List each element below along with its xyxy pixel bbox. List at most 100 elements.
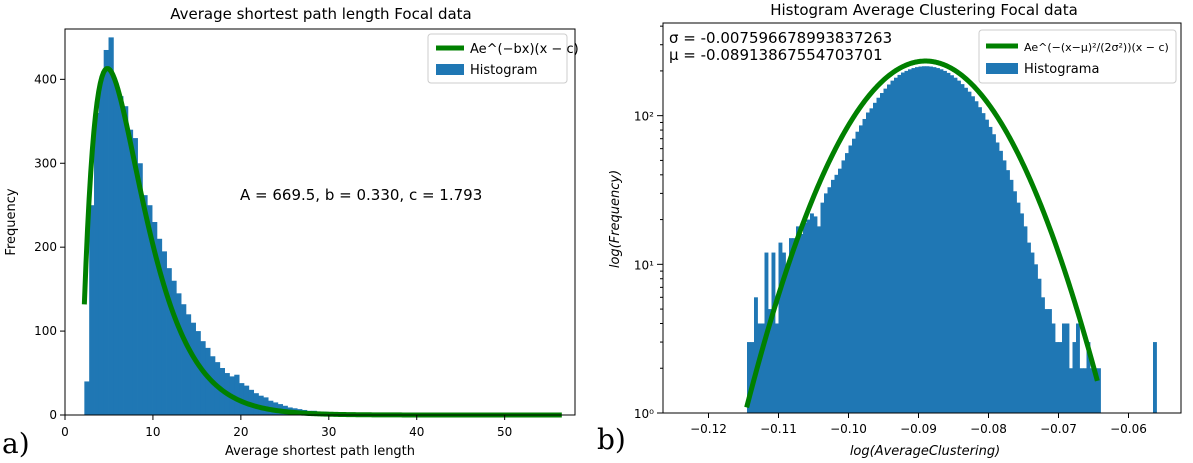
panel-a-legend: Ae^(−bx)(x − c) Histogram bbox=[427, 33, 579, 84]
panel-b-bar bbox=[1027, 242, 1031, 413]
panel-b-bar bbox=[1009, 179, 1014, 413]
panel-b-bar bbox=[932, 67, 937, 413]
panel-b-bar bbox=[1076, 323, 1080, 413]
panel-a-bar bbox=[156, 238, 163, 415]
panel-b-x-axis-label: log(AverageClustering) bbox=[850, 444, 1000, 459]
panel-b-bar bbox=[1041, 297, 1045, 413]
panel-a-bar bbox=[118, 96, 124, 415]
panel-b-bar bbox=[831, 179, 835, 413]
panel-b-bar bbox=[1153, 342, 1157, 413]
panel-b-bar bbox=[1072, 342, 1077, 413]
panel-a-x-tick-label: 30 bbox=[321, 425, 336, 439]
panel-a-y-axis-label: Frequency bbox=[4, 188, 19, 255]
panel-b-bar bbox=[1030, 252, 1035, 413]
panel-b-bar bbox=[943, 70, 947, 413]
panel-a-label: a) bbox=[2, 427, 30, 460]
panel-b-y-tick-label: 10¹ bbox=[634, 258, 654, 272]
panel-b-bar bbox=[792, 238, 797, 413]
panel-a-bar bbox=[113, 83, 119, 415]
panel-a-bar bbox=[94, 112, 100, 416]
panel-b-bar bbox=[876, 97, 881, 414]
panel-a-y-tick-label: 400 bbox=[34, 72, 57, 86]
panel-b-bar bbox=[957, 80, 961, 413]
panel-b-bar bbox=[761, 323, 765, 413]
panel-b-bar bbox=[1069, 368, 1073, 413]
panel-b-bar bbox=[904, 70, 909, 413]
panel-a-bar bbox=[185, 314, 192, 415]
panel-a-x-ticks: 0 10 20 30 40 50 bbox=[61, 415, 512, 439]
panel-b-bar bbox=[1058, 342, 1063, 413]
panel-b-bar bbox=[939, 69, 944, 413]
panel-b-axes-frame bbox=[662, 22, 1182, 414]
panel-b-bar bbox=[799, 233, 804, 413]
panel-b-bar bbox=[1048, 309, 1052, 413]
panel-b-bar bbox=[1034, 264, 1038, 413]
panel-b-x-ticks: −0.12 −0.11 −0.10 −0.09 −0.08 −0.07 −0.06 bbox=[690, 413, 1147, 436]
panel-b-bar bbox=[978, 107, 982, 413]
panel-a-x-axis-label: Average shortest path length bbox=[225, 444, 415, 459]
panel-b-bar bbox=[992, 134, 996, 413]
panel-b-bar bbox=[838, 168, 842, 413]
panel-a-axes-frame bbox=[64, 28, 576, 416]
panel-b-x-tick-label: −0.07 bbox=[1040, 422, 1077, 436]
panel-a-x-tick-label: 0 bbox=[61, 425, 69, 439]
panel-b-bar bbox=[988, 126, 993, 414]
panel-b-legend-histogram-label: Histograma bbox=[1024, 62, 1099, 77]
panel-b-bar bbox=[873, 102, 877, 413]
panel-a-legend-histogram-label: Histogram bbox=[470, 63, 537, 78]
panel-b-bar bbox=[985, 119, 989, 413]
panel-a-x-tick-label: 10 bbox=[145, 425, 160, 439]
panel-b-legend-patch-swatch bbox=[986, 63, 1018, 74]
panel-a-bar bbox=[234, 374, 240, 415]
panel-b-bar bbox=[971, 96, 975, 413]
panel-b-bar bbox=[901, 72, 905, 414]
panel-b-bar bbox=[1006, 170, 1010, 413]
panel-b-bar bbox=[1016, 202, 1021, 413]
panel-a-y-tick-label: 300 bbox=[34, 156, 57, 170]
panel-a-bar bbox=[176, 293, 182, 415]
panel-b-bar bbox=[887, 84, 891, 413]
panel-b-histogram-bars bbox=[747, 66, 1157, 414]
panel-a-bar bbox=[200, 341, 206, 415]
panel-a-bar bbox=[190, 322, 196, 415]
panel-b-bar bbox=[1083, 368, 1087, 413]
panel-a-title: Average shortest path length Focal data bbox=[170, 5, 472, 23]
panel-b-bar bbox=[915, 67, 919, 413]
panel-b-bar bbox=[820, 202, 825, 413]
panel-b-bar bbox=[824, 193, 828, 413]
panel-b-bar bbox=[1086, 342, 1091, 413]
panel-b-bar bbox=[1097, 368, 1101, 413]
panel-a-bar bbox=[205, 347, 211, 415]
panel-b-bar bbox=[890, 80, 895, 413]
panel-a-bar bbox=[127, 129, 134, 415]
panel-b-sigma-annotation: σ = -0.007596678993837263 bbox=[669, 29, 892, 47]
panel-a-histogram-bars bbox=[84, 37, 424, 416]
panel-a-bar bbox=[84, 381, 90, 415]
panel-b-bar bbox=[946, 72, 951, 413]
panel-a-x-tick-label: 50 bbox=[497, 425, 512, 439]
panel-b-bar bbox=[848, 145, 853, 413]
panel-b-bar bbox=[897, 74, 902, 413]
panel-b-bar bbox=[747, 342, 751, 413]
panel-b-x-tick-label: −0.08 bbox=[970, 422, 1007, 436]
panel-b-bar bbox=[894, 77, 898, 413]
panel-b-bar bbox=[950, 75, 954, 413]
panel-b-bar bbox=[859, 125, 863, 414]
panel-b-bar bbox=[810, 213, 814, 413]
panel-b-y-ticks: 10⁰ 10¹ 10² bbox=[634, 25, 663, 421]
panel-a-y-tick-label: 200 bbox=[34, 240, 57, 254]
panel-b-bar bbox=[1013, 191, 1017, 413]
panel-a-bar bbox=[171, 280, 177, 415]
panel-b-bar bbox=[953, 77, 958, 413]
panel-b-x-tick-label: −0.06 bbox=[1110, 422, 1147, 436]
panel-b-bar bbox=[925, 66, 930, 413]
panel-a-bar bbox=[210, 356, 216, 415]
panel-b-bar bbox=[1002, 160, 1007, 413]
panel-a-bar bbox=[123, 106, 129, 415]
panel-a-y-tick-label: 0 bbox=[49, 408, 57, 422]
panel-b-bar bbox=[1051, 323, 1056, 413]
panel-b-bar bbox=[1093, 368, 1098, 413]
panel-a-bar bbox=[142, 195, 148, 415]
panel-b-bar bbox=[936, 68, 940, 413]
panel-b-bar bbox=[866, 112, 870, 413]
